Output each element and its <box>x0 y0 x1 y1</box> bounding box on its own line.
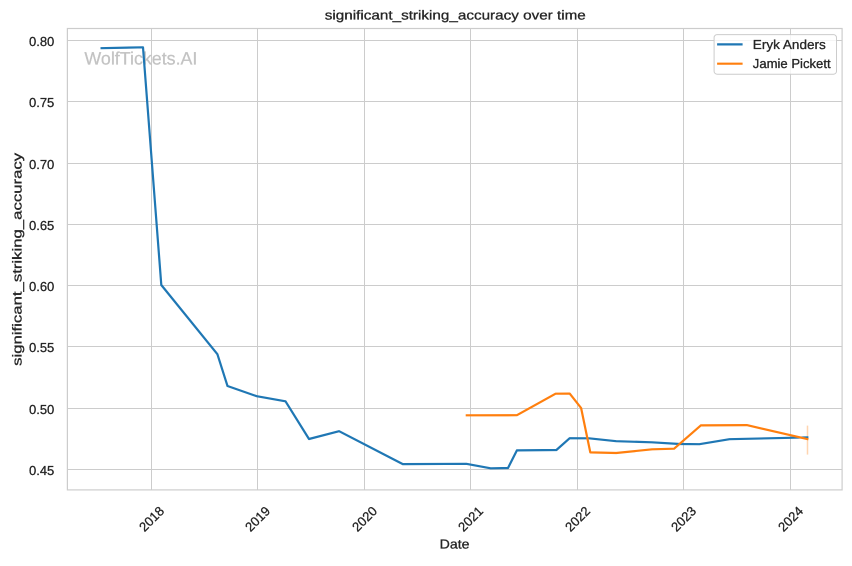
svg-text:Date: Date <box>440 537 470 552</box>
svg-text:0.60: 0.60 <box>29 279 54 294</box>
svg-text:0.80: 0.80 <box>29 34 54 49</box>
svg-text:significant_striking_accuracy: significant_striking_accuracy over time <box>325 7 586 22</box>
svg-text:Jamie Pickett: Jamie Pickett <box>753 56 831 71</box>
svg-text:0.70: 0.70 <box>29 157 54 172</box>
svg-text:0.75: 0.75 <box>29 95 54 110</box>
svg-text:WolfTickets.AI: WolfTickets.AI <box>84 49 197 69</box>
svg-text:0.45: 0.45 <box>29 463 54 478</box>
svg-text:0.50: 0.50 <box>29 402 54 417</box>
svg-text:0.65: 0.65 <box>29 218 54 233</box>
svg-text:Eryk Anders: Eryk Anders <box>753 37 827 52</box>
svg-text:significant_striking_accuracy: significant_striking_accuracy <box>10 152 25 366</box>
svg-text:0.55: 0.55 <box>29 340 54 355</box>
